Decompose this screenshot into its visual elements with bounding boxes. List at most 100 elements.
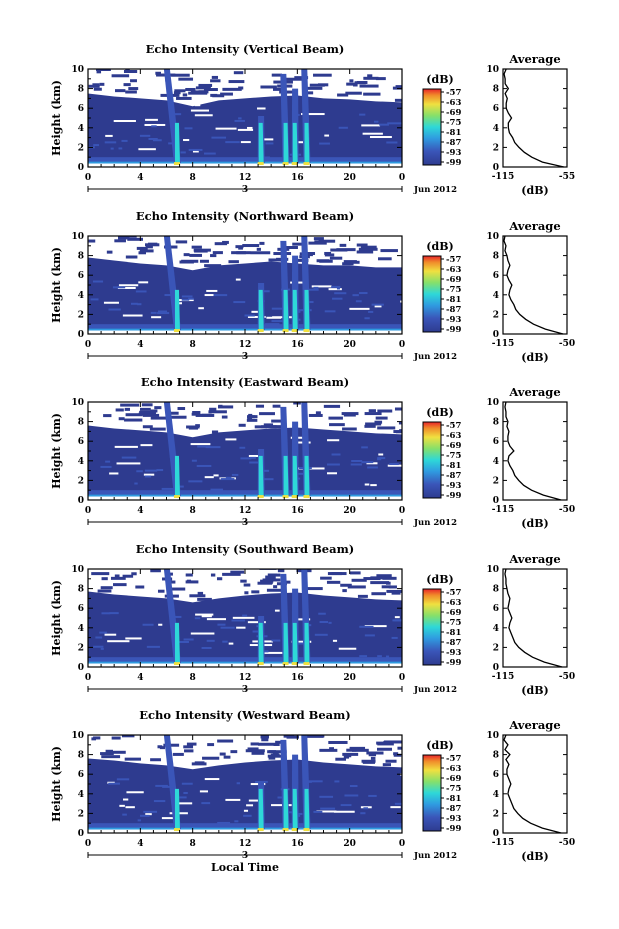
panel-1: Echo Intensity (Vertical Beam) 0 2 4 6 8 10 Hei…: [50, 42, 575, 197]
rain-core: [292, 622, 298, 664]
echo-gap: [204, 778, 220, 781]
echo-mottle: [271, 307, 284, 310]
echo-speck: [125, 90, 137, 94]
echo-mottle: [319, 621, 329, 624]
echo-gap: [257, 107, 266, 110]
average-title: Average: [508, 552, 560, 566]
average-x-tick-label: -115: [492, 172, 515, 182]
average-x-tick-label: -50: [559, 505, 575, 515]
echo-speck: [195, 424, 200, 428]
echo-mottle: [161, 487, 176, 490]
echo-mottle: [213, 294, 228, 297]
echo-gap: [362, 132, 383, 135]
echo-speck: [331, 572, 342, 576]
average-y-tick-label: 0: [493, 829, 499, 839]
date-label: Jun 2012: [413, 185, 457, 195]
echo-speck: [261, 425, 277, 429]
echo-mottle: [334, 292, 347, 295]
echo-speck: [345, 91, 362, 95]
echo-gap: [243, 809, 249, 812]
average-y-tick-label: 4: [493, 457, 499, 467]
x-tick-label: 12: [239, 839, 252, 849]
echo-gap: [364, 483, 370, 486]
echo-speck: [250, 742, 259, 746]
colorbar: [422, 754, 442, 832]
echo-gap: [228, 642, 234, 645]
x-tick-label: 0: [85, 673, 91, 683]
echo-speck: [356, 250, 374, 254]
average-profile-line: [503, 235, 564, 335]
echo-speck: [145, 245, 153, 249]
echo-gap: [263, 138, 274, 141]
echo-field: [88, 69, 402, 167]
echo-speck: [319, 748, 338, 752]
echo-speck: [186, 425, 200, 429]
colorbar-label: -57: [446, 588, 461, 598]
colorbar-label: -75: [446, 784, 461, 794]
echo-speck: [210, 254, 217, 258]
echo-speck: [328, 416, 343, 420]
echo-speck: [115, 89, 126, 93]
echo-speck: [136, 246, 148, 250]
echo-mottle: [179, 485, 184, 488]
average-profile-line: [504, 401, 562, 501]
echo-speck: [221, 415, 228, 419]
average-y-tick-label: 8: [493, 585, 499, 595]
echo-gap: [248, 455, 259, 458]
echo-speck: [377, 257, 392, 261]
echo-speck: [251, 751, 265, 755]
echo-mottle: [359, 292, 368, 295]
echo-mottle: [361, 446, 368, 449]
echo-speck: [342, 589, 347, 593]
echo-speck: [313, 237, 324, 241]
date-label: Jun 2012: [413, 685, 457, 695]
echo-speck: [382, 576, 397, 580]
echo-speck: [305, 252, 316, 256]
echo-speck: [183, 745, 194, 749]
echo-speck: [395, 430, 402, 434]
echo-mottle: [359, 113, 366, 116]
echo-speck: [111, 736, 121, 740]
panel-title: Echo Intensity (Southward Beam): [136, 542, 354, 556]
echo-speck: [324, 251, 332, 255]
y-tick-label: 8: [78, 85, 84, 95]
y-tick-label: 8: [78, 751, 84, 761]
echo-mottle: [210, 488, 224, 491]
echo-mottle: [319, 795, 334, 798]
echo-mottle: [386, 141, 398, 144]
x-tick-label: 0: [399, 673, 405, 683]
echo-mottle: [220, 478, 235, 481]
echo-speck: [360, 245, 377, 249]
average-title: Average: [508, 718, 560, 732]
echo-speck: [175, 240, 188, 244]
echo-mottle: [201, 802, 211, 805]
colorbar-label: -99: [446, 824, 461, 834]
echo-speck: [211, 75, 219, 79]
echo-speck: [171, 73, 190, 77]
echo-mottle: [392, 619, 402, 622]
echo-speck: [100, 752, 114, 756]
average-x-label: (dB): [521, 850, 548, 863]
echo-mottle: [344, 794, 359, 797]
rain-surface: [257, 828, 264, 832]
echo-mottle: [314, 633, 328, 636]
echo-mottle: [243, 814, 252, 817]
echo-mottle: [233, 301, 246, 304]
echo-mottle: [249, 456, 256, 459]
echo-speck: [367, 74, 373, 78]
echo-gap: [206, 289, 218, 292]
echo-speck: [176, 96, 192, 100]
echo-speck: [238, 423, 246, 427]
y-tick-label: 10: [71, 565, 84, 575]
echo-mottle: [148, 137, 158, 140]
echo-speck: [191, 762, 207, 766]
average-x-tick-label: -115: [492, 505, 515, 515]
average-frame: [502, 235, 568, 335]
echo-mottle: [217, 821, 231, 824]
y-axis-label: Height (km): [50, 746, 63, 822]
rain-core: [174, 788, 180, 830]
echo-speck: [356, 80, 368, 84]
echo-speck: [195, 413, 215, 417]
echo-speck: [339, 243, 347, 247]
echo-speck: [346, 260, 360, 264]
